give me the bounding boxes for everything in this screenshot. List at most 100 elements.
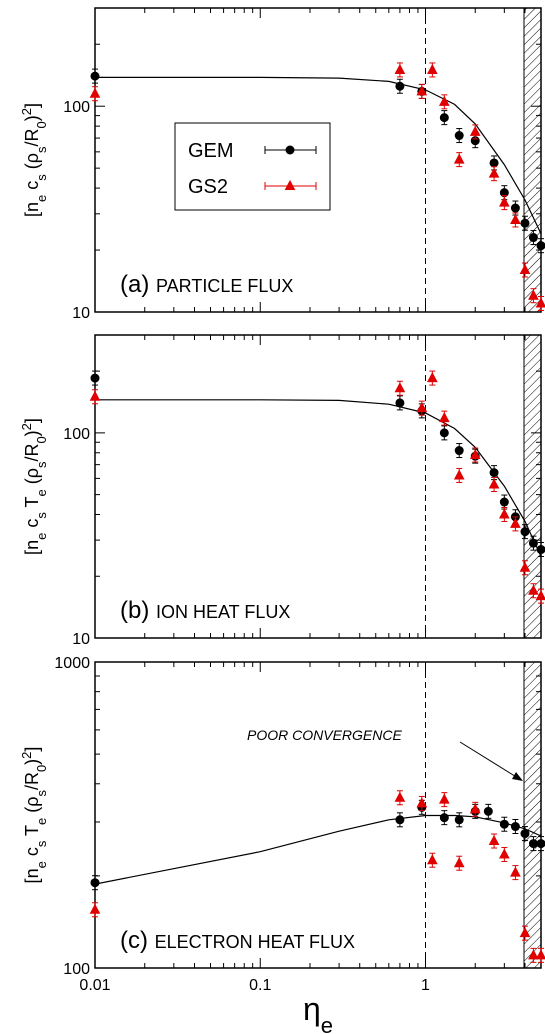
gem-point <box>90 373 100 383</box>
gs2-point <box>510 866 521 877</box>
y-axis-label: [ne cs Te (ρs/R0)2] <box>19 418 49 555</box>
gs2-point <box>427 63 438 74</box>
gem-point <box>90 71 100 81</box>
gs2-point <box>528 584 539 595</box>
gem-point <box>499 497 509 507</box>
y-tick-label: 100 <box>63 426 90 443</box>
axes-frame <box>94 661 542 969</box>
gem-point <box>90 878 100 888</box>
gem-point <box>395 81 405 91</box>
axes-frame <box>94 334 542 639</box>
gs2-point <box>427 371 438 383</box>
fit-curve <box>94 814 542 885</box>
fit-curve <box>95 399 542 557</box>
gem-point <box>510 203 520 213</box>
gem-point <box>439 113 449 123</box>
gs2-point <box>519 561 531 572</box>
legend-label: GS2 <box>188 176 228 198</box>
poor-convergence-annotation: POOR CONVERGENCE <box>247 727 402 743</box>
arrow-head-icon <box>512 772 523 781</box>
gem-point <box>520 218 530 228</box>
y-axis-label: [ne cs (ρs/R0)2] <box>19 103 49 217</box>
gs2-point <box>488 834 500 846</box>
gs2-point <box>469 125 481 136</box>
gem-point <box>536 241 545 251</box>
gs2-point <box>535 949 545 960</box>
gs2-point <box>89 903 101 914</box>
x-tick-label: 0.01 <box>79 977 110 994</box>
panel-label: (b) ION HEAT FLUX <box>120 597 290 624</box>
gem-point <box>528 233 538 243</box>
x-axis-label: ηe <box>303 991 333 1034</box>
gem-point <box>454 815 464 825</box>
gs2-point <box>438 412 450 423</box>
y-tick-label: 10 <box>72 305 90 322</box>
gem-point <box>454 131 464 141</box>
poor-convergence-region <box>523 661 542 969</box>
y-tick-label: 1000 <box>54 655 90 672</box>
x-tick-label: 0.1 <box>249 977 271 994</box>
panel-a: 10 100 [ne cs (ρs/R0)2] (a) PARTICLE FLUX <box>19 7 545 322</box>
panel-c: 100 1000 0.01 0.1 1 [ne cs Te (ρs/R0)2] (c) EL… <box>19 655 545 1034</box>
gs2-point <box>469 803 481 814</box>
legend-box <box>174 122 331 211</box>
gs2-point <box>427 854 438 865</box>
gs2-point <box>535 297 545 308</box>
gem-point <box>483 806 493 816</box>
gem-point <box>520 829 530 839</box>
gem-point <box>439 428 449 438</box>
gem-point <box>536 839 545 849</box>
gem-point <box>528 538 538 548</box>
poor-convergence-region <box>523 7 542 313</box>
gs2-point <box>535 590 545 601</box>
gs2-point <box>528 949 539 960</box>
y-tick-label: 100 <box>63 99 90 116</box>
gs2-point <box>438 95 450 106</box>
y-tick-label: 100 <box>63 961 90 978</box>
gs2-point <box>453 857 465 868</box>
legend-marker-gs2 <box>284 179 296 190</box>
legend-marker-gem <box>285 145 295 155</box>
gem-point <box>499 819 509 829</box>
gs2-point <box>488 167 500 178</box>
gem-point <box>520 527 530 537</box>
gs2-point <box>499 848 510 859</box>
annotation-arrow <box>459 741 519 779</box>
gs2-point <box>89 390 101 401</box>
gs2-point <box>438 793 450 804</box>
x-tick-label: 1 <box>421 977 430 994</box>
gs2-point <box>510 213 521 224</box>
panel-label: (c) ELECTRON HEAT FLUX <box>120 927 355 954</box>
gem-point <box>395 815 405 825</box>
gs2-point <box>416 402 428 413</box>
gs2-point <box>499 196 510 207</box>
gem-point <box>489 158 499 168</box>
gs2-point <box>519 927 531 938</box>
gs2-point <box>394 791 406 802</box>
gs2-point <box>394 382 406 393</box>
gem-point <box>454 446 464 456</box>
gs2-point <box>394 63 406 74</box>
gem-point <box>439 813 449 823</box>
gem-point <box>489 468 499 478</box>
axes-frame <box>94 7 542 313</box>
gs2-point <box>453 153 465 164</box>
gem-point <box>510 822 520 832</box>
gs2-point <box>510 517 521 528</box>
y-axis-label: [ne cs Te (ρs/R0)2] <box>19 747 49 884</box>
panel-label: (a) PARTICLE FLUX <box>120 271 293 298</box>
gem-point <box>536 545 545 555</box>
gem-point <box>395 398 405 408</box>
legend-label: GEM <box>188 140 234 162</box>
panel-b: 10 100 [ne cs Te (ρs/R0)2] (b) ION HEAT FLU… <box>19 334 545 648</box>
gs2-point <box>453 469 465 480</box>
gs2-point <box>488 478 500 489</box>
legend: GEM GS2 <box>174 122 331 211</box>
gs2-point <box>469 448 481 460</box>
gs2-point <box>528 289 539 300</box>
fit-curve <box>95 76 542 235</box>
gs2-point <box>416 797 428 808</box>
gs2-point <box>89 87 101 98</box>
gs2-point <box>519 263 531 274</box>
